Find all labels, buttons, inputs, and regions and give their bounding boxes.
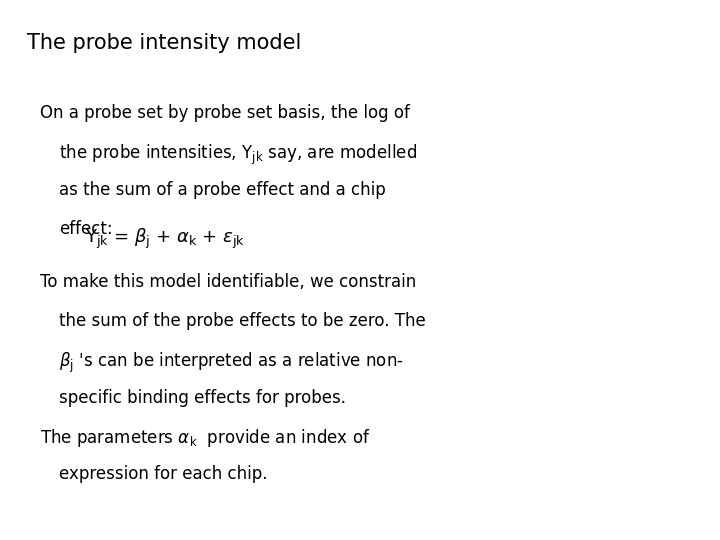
Text: To make this model identifiable, we constrain: To make this model identifiable, we cons…	[40, 273, 416, 291]
Text: the probe intensities, Y$_\mathregular{jk}$ say, are modelled: the probe intensities, Y$_\mathregular{j…	[59, 143, 417, 167]
Text: effect:: effect:	[59, 220, 112, 238]
Text: specific binding effects for probes.: specific binding effects for probes.	[59, 389, 346, 407]
Text: as the sum of a probe effect and a chip: as the sum of a probe effect and a chip	[59, 181, 386, 199]
Text: On a probe set by probe set basis, the log of: On a probe set by probe set basis, the l…	[40, 104, 410, 122]
Text: $\beta$$_\mathregular{j}$ 's can be interpreted as a relative non-: $\beta$$_\mathregular{j}$ 's can be inte…	[59, 350, 404, 375]
Text: The probe intensity model: The probe intensity model	[27, 33, 302, 53]
Text: expression for each chip.: expression for each chip.	[59, 465, 268, 483]
Text: The parameters $\alpha$$_\mathregular{k}$  provide an index of: The parameters $\alpha$$_\mathregular{k}…	[40, 427, 370, 449]
Text: Y$_\mathregular{jk}$ = $\beta$$_\mathregular{j}$ + $\alpha$$_\mathregular{k}$ + : Y$_\mathregular{jk}$ = $\beta$$_\mathreg…	[85, 227, 246, 251]
Text: the sum of the probe effects to be zero. The: the sum of the probe effects to be zero.…	[59, 312, 426, 329]
